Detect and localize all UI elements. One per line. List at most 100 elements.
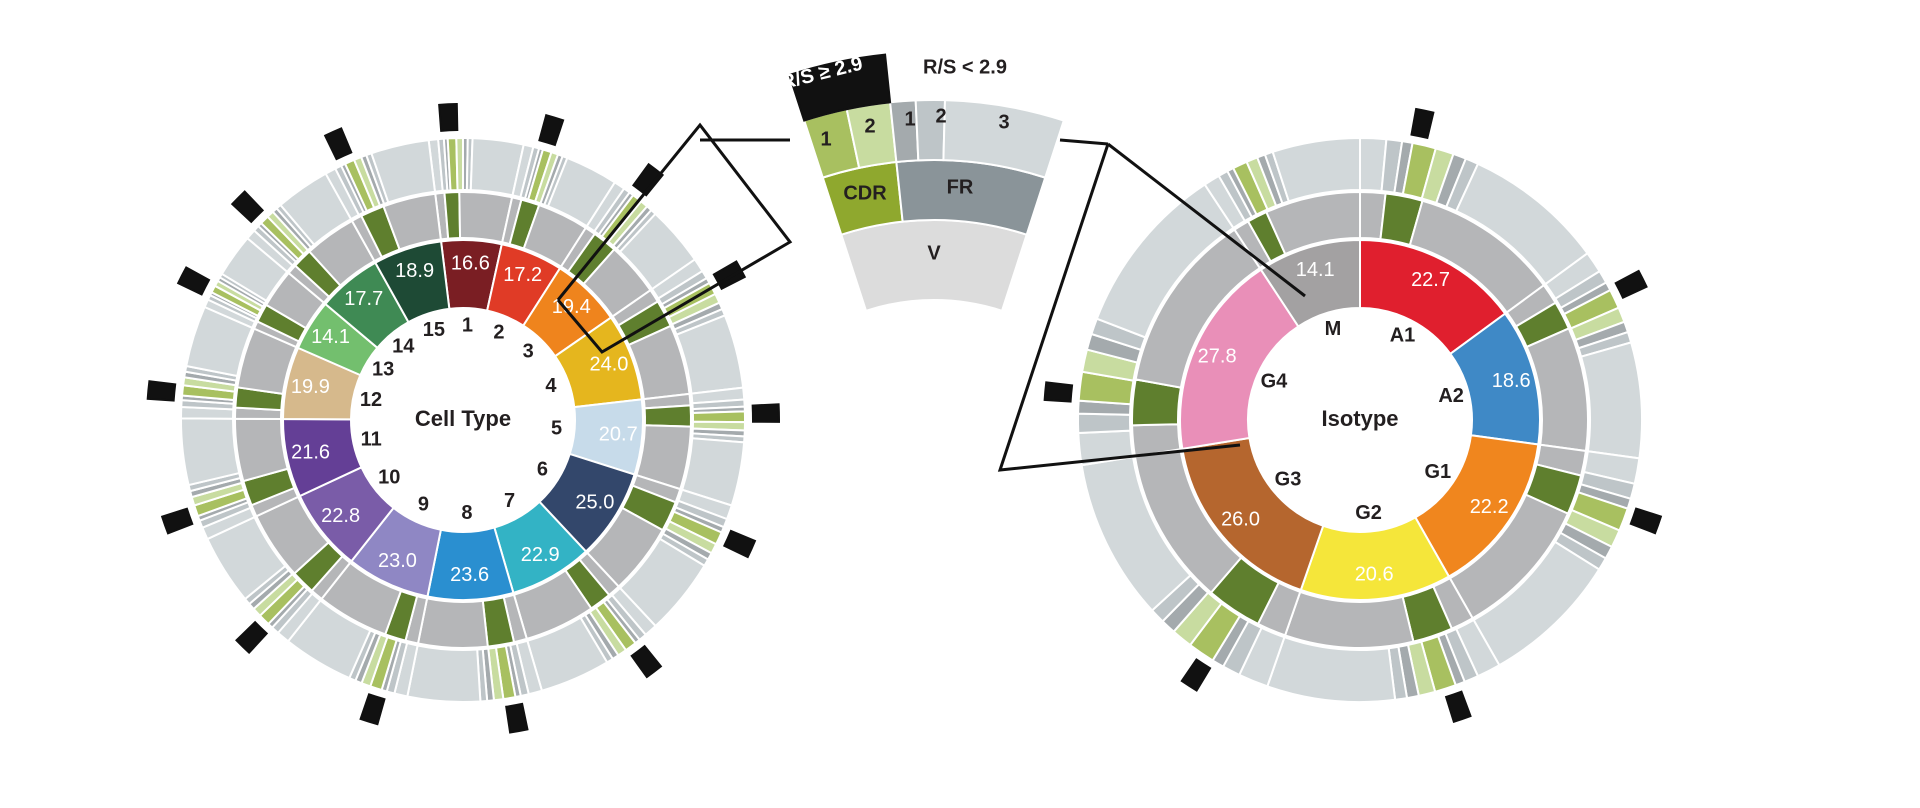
callout-lines: [556, 122, 1306, 472]
value-label-G4: 27.8: [1198, 346, 1237, 368]
category-label-G1: G1: [1424, 461, 1451, 483]
isotype-sunburst: 22.7 A1 18.6 A2 22.2 G1 20.6 G2 26.0 G3 27.8 G4 14.1…: [1043, 107, 1663, 724]
value-label-A1: 22.7: [1411, 269, 1450, 291]
category-label-11: 11: [361, 428, 382, 450]
cdr-segment-5: [643, 404, 692, 428]
fr-segment-11-b: [234, 417, 289, 483]
value-label-7: 22.9: [521, 544, 560, 566]
rs-high-marker-G4: [1043, 381, 1074, 403]
value-label-10: 22.8: [321, 505, 360, 527]
legend-rs-low-label: R/S < 2.9: [923, 56, 1007, 78]
category-label-2: 2: [493, 321, 504, 343]
callout-isotype-line: [1059, 138, 1109, 146]
category-label-G4: G4: [1261, 371, 1289, 393]
rs-high-marker-A2: [1614, 269, 1648, 300]
rs-high-marker-1: [438, 103, 459, 132]
value-label-2: 17.2: [503, 264, 542, 286]
category-label-14: 14: [392, 336, 415, 358]
category-label-G2: G2: [1355, 502, 1382, 524]
category-label-7: 7: [504, 490, 515, 512]
legend-fr2-label: 2: [935, 105, 946, 127]
category-label-M: M: [1325, 318, 1342, 340]
value-label-4: 24.0: [590, 353, 629, 375]
rs-high-marker-11: [160, 507, 194, 535]
rs-high-marker-5: [751, 403, 780, 423]
outer-segment-15-7: [370, 138, 437, 204]
rs-high-marker-12: [146, 380, 177, 402]
category-label-9: 9: [418, 494, 429, 516]
value-label-8: 23.6: [450, 564, 489, 586]
outer-segment-M-7: [1271, 136, 1361, 203]
value-label-11: 21.6: [291, 442, 330, 464]
cell-type-sunburst: 16.6 1 17.2 2 19.4 3 24.0 4 20.7 5 25.0 6 22.9 7 23.6 8…: [146, 103, 780, 734]
rs-high-marker-G3: [1180, 658, 1212, 692]
rs-high-marker-2: [538, 113, 565, 147]
callout-isotype-edge: [1107, 142, 1306, 298]
value-label-14: 17.7: [344, 288, 383, 310]
category-label-G3: G3: [1275, 469, 1302, 491]
category-label-3: 3: [523, 341, 534, 363]
center-label-cell-type: Cell Type: [415, 406, 511, 431]
rs-high-marker-14: [230, 190, 265, 224]
legend-rs-high-band: [788, 53, 892, 122]
rs-high-marker-8: [505, 702, 529, 734]
legend-fr3-band: [942, 99, 1066, 179]
value-label-G3: 26.0: [1221, 509, 1260, 531]
value-label-3: 19.4: [552, 296, 591, 318]
callout-isotype-box: [997, 143, 1241, 472]
rs-high-marker-3: [631, 162, 665, 197]
fr-segment-M-b: [1265, 190, 1361, 256]
legend-cdr1-label: 1: [820, 128, 831, 150]
category-label-4: 4: [545, 375, 557, 397]
outer-segment-8-7: [406, 644, 482, 703]
category-label-8: 8: [461, 502, 472, 524]
rs-high-marker-15: [323, 127, 353, 161]
category-label-12: 12: [360, 389, 382, 411]
value-label-15: 18.9: [395, 260, 434, 282]
rs-high-marker-A1: [1410, 107, 1435, 140]
outer-segment-A2-7: [1579, 341, 1643, 460]
value-label-13: 14.1: [311, 326, 350, 348]
value-label-12: 19.9: [291, 376, 330, 398]
cdr-segment-1: [443, 191, 462, 240]
category-label-13: 13: [372, 359, 394, 381]
category-label-6: 6: [537, 458, 548, 480]
value-label-6: 25.0: [575, 492, 614, 514]
value-label-A2: 18.6: [1492, 370, 1531, 392]
legend-fr1-label: 1: [904, 108, 915, 130]
category-label-1: 1: [462, 314, 473, 336]
category-label-5: 5: [551, 417, 562, 439]
value-label-1: 16.6: [451, 252, 490, 274]
value-label-G1: 22.2: [1470, 496, 1509, 518]
outer-segment-G4-1: [1077, 412, 1132, 435]
legend-fr3-label: 3: [998, 111, 1009, 133]
value-label-5: 20.7: [599, 423, 638, 445]
rs-high-marker-G2: [1444, 690, 1472, 724]
rs-high-marker-9: [359, 693, 386, 726]
legend-fr-label: FR: [947, 176, 974, 198]
callout-cell-type-box: [556, 122, 793, 354]
rs-high-marker-7: [630, 644, 663, 679]
rs-high-marker-13: [176, 266, 211, 296]
legend-wedges: [788, 53, 1066, 313]
inner-segment-15: [374, 240, 451, 324]
value-label-M: 14.1: [1296, 259, 1335, 281]
category-label-10: 10: [378, 467, 400, 489]
legend-cdr2-label: 2: [864, 115, 875, 137]
category-label-A2: A2: [1438, 385, 1464, 407]
inner-segment-M: [1259, 238, 1361, 328]
center-label-isotype: Isotype: [1321, 406, 1398, 431]
value-label-9: 23.0: [378, 550, 417, 572]
legend-cdr-label: CDR: [843, 182, 887, 204]
outer-segment-1-4: [455, 136, 464, 192]
outer-segment-5-3: [691, 410, 746, 424]
value-label-G2: 20.6: [1355, 564, 1394, 586]
rs-high-marker-10: [235, 620, 269, 655]
fr-segment-8-b: [416, 597, 489, 649]
fr-segment-15-b: [382, 192, 442, 251]
rs-high-marker-G1: [1629, 507, 1663, 535]
legend-v-band: [840, 218, 1028, 313]
category-label-15: 15: [423, 319, 445, 341]
legend-v-label: V: [927, 242, 941, 264]
